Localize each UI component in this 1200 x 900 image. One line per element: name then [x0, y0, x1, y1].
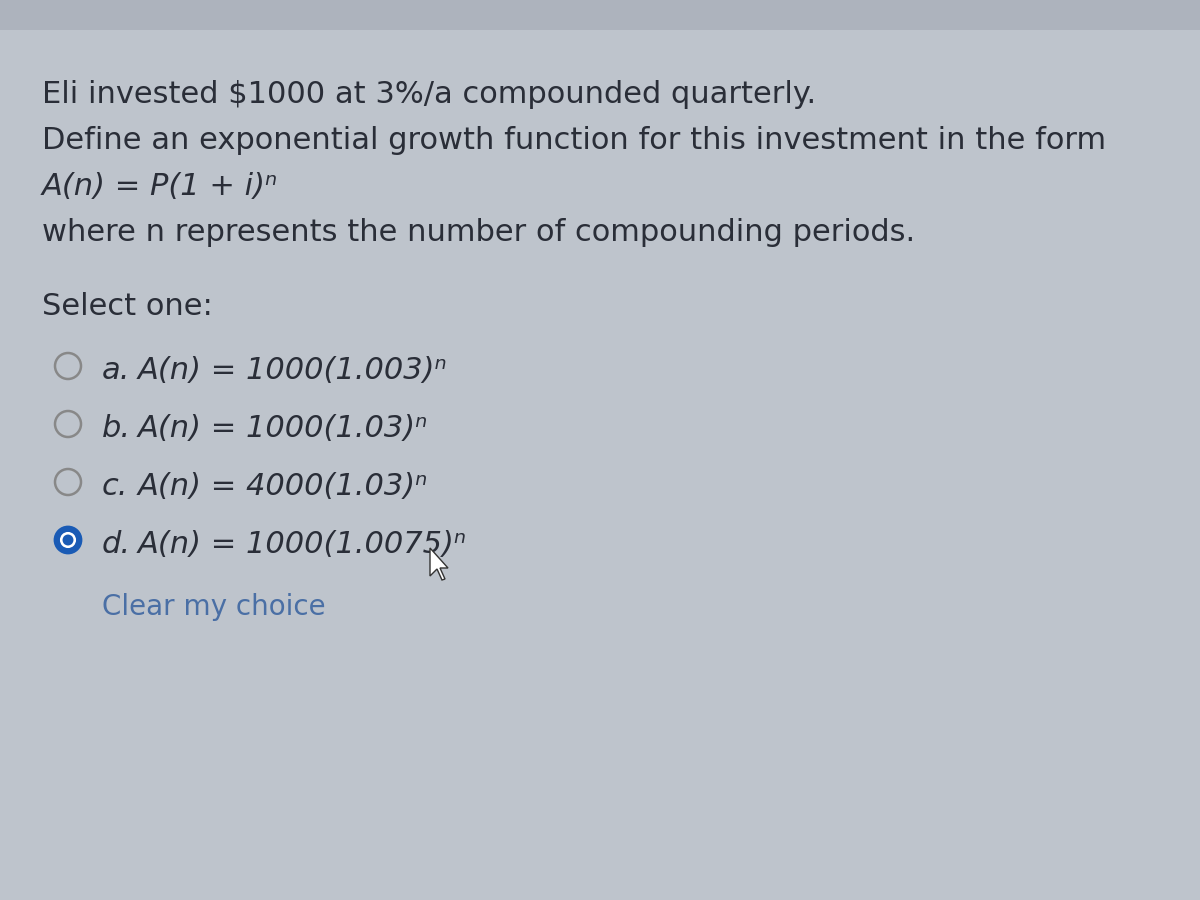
Text: a.: a.: [102, 356, 131, 385]
Circle shape: [55, 527, 82, 553]
Text: A(n) = P(1 + i)ⁿ: A(n) = P(1 + i)ⁿ: [42, 172, 278, 201]
Text: A(n) = 1000(1.0075)ⁿ: A(n) = 1000(1.0075)ⁿ: [138, 530, 467, 559]
Text: where n represents the number of compounding periods.: where n represents the number of compoun…: [42, 218, 916, 247]
Text: Select one:: Select one:: [42, 292, 212, 320]
Text: Clear my choice: Clear my choice: [102, 593, 325, 621]
Text: A(n) = 1000(1.003)ⁿ: A(n) = 1000(1.003)ⁿ: [138, 356, 448, 385]
Text: A(n) = 1000(1.03)ⁿ: A(n) = 1000(1.03)ⁿ: [138, 414, 428, 443]
Text: d.: d.: [102, 530, 131, 559]
Polygon shape: [430, 548, 448, 580]
Circle shape: [60, 532, 76, 548]
Text: c.: c.: [102, 472, 128, 501]
Circle shape: [62, 535, 73, 545]
Bar: [0, 0, 1200, 30]
Text: Eli invested $1000 at 3%/a compounded quarterly.: Eli invested $1000 at 3%/a compounded qu…: [42, 80, 816, 109]
Text: A(n) = 4000(1.03)ⁿ: A(n) = 4000(1.03)ⁿ: [138, 472, 428, 501]
Text: Define an exponential growth function for this investment in the form: Define an exponential growth function fo…: [42, 126, 1106, 155]
Text: b.: b.: [102, 414, 131, 443]
